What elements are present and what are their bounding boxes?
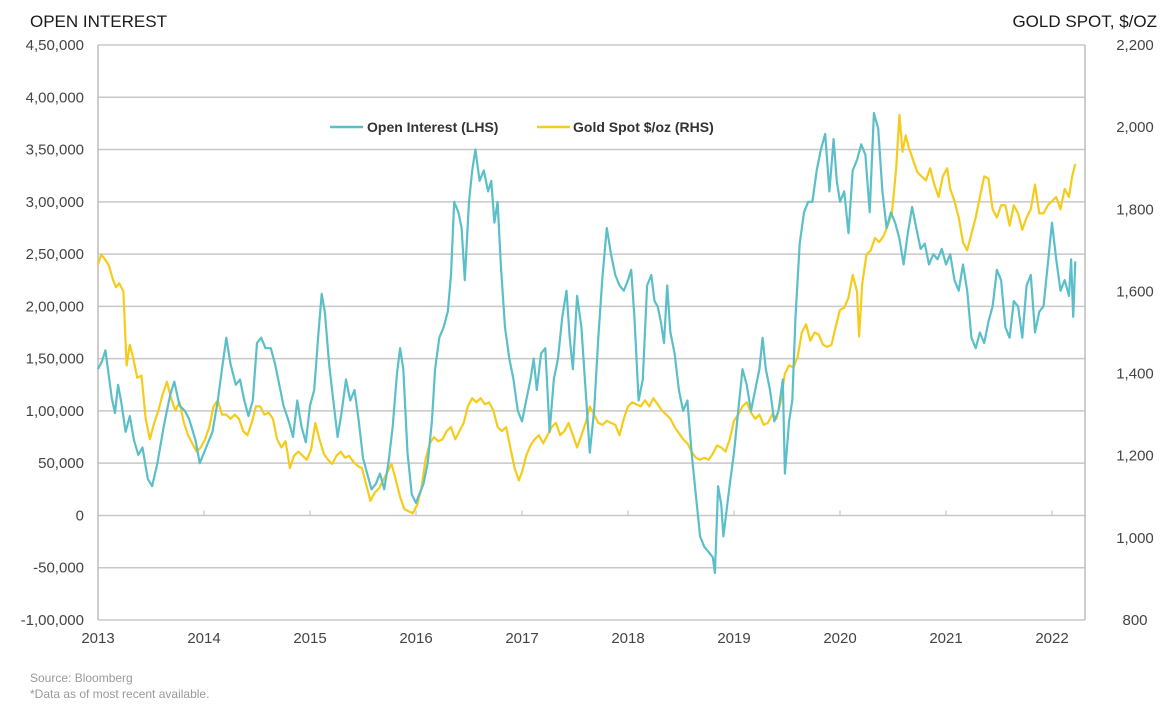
left-tick-label: -1,00,000 xyxy=(21,612,84,629)
left-tick-label: 3,00,000 xyxy=(26,194,84,211)
gridlines xyxy=(98,44,1085,621)
right-tick-label: 800 xyxy=(1122,612,1147,629)
source-note: Source: Bloomberg xyxy=(30,671,133,685)
x-tick-label: 2021 xyxy=(929,630,962,647)
left-tick-label: -50,000 xyxy=(33,560,84,577)
right-tick-label: 1,000 xyxy=(1116,530,1154,547)
left-tick-label: 4,50,000 xyxy=(26,37,84,54)
right-tick-label: 1,200 xyxy=(1116,448,1154,465)
right-axis-ticks: 2,200 2,000 1,800 1,600 1,400 1,200 1,000 800 xyxy=(1116,37,1154,629)
axes xyxy=(97,45,1086,620)
right-tick-label: 1,400 xyxy=(1116,366,1154,383)
x-tick-label: 2022 xyxy=(1035,630,1068,647)
left-tick-label: 4,00,000 xyxy=(26,89,84,106)
left-tick-label: 0 xyxy=(76,507,84,524)
left-axis-title: OPEN INTEREST xyxy=(30,12,167,31)
right-tick-label: 1,800 xyxy=(1116,201,1154,218)
left-tick-label: 50,000 xyxy=(38,455,84,472)
x-tick-label: 2015 xyxy=(293,630,326,647)
legend: Open Interest (LHS) Gold Spot $/oz (RHS) xyxy=(330,119,714,135)
x-tick-label: 2020 xyxy=(823,630,856,647)
left-tick-label: 3,50,000 xyxy=(26,142,84,159)
data-note: *Data as of most recent available. xyxy=(30,687,210,701)
left-tick-label: 2,00,000 xyxy=(26,298,84,315)
x-tick-label: 2013 xyxy=(81,630,114,647)
right-tick-label: 2,200 xyxy=(1116,37,1154,54)
series-lines xyxy=(96,111,1077,575)
right-tick-label: 2,000 xyxy=(1116,119,1154,136)
left-tick-label: 2,50,000 xyxy=(26,246,84,263)
legend-label-gold-spot: Gold Spot $/oz (RHS) xyxy=(573,119,714,135)
right-tick-label: 1,600 xyxy=(1116,283,1154,300)
x-tick-label: 2018 xyxy=(611,630,644,647)
series-line-gold-spot xyxy=(96,113,1077,515)
left-tick-label: 1,00,000 xyxy=(26,403,84,420)
x-tick-label: 2014 xyxy=(187,630,220,647)
x-tick-label: 2019 xyxy=(717,630,750,647)
right-axis-title: GOLD SPOT, $/OZ xyxy=(1012,12,1157,31)
x-tick-label: 2017 xyxy=(505,630,538,647)
x-axis-ticks: 2013 2014 2015 2016 2017 2018 2019 2020 2021 2022 xyxy=(81,630,1068,647)
left-axis-ticks: 4,50,000 4,00,000 3,50,000 3,00,000 2,50,000… xyxy=(21,37,84,629)
left-tick-label: 1,50,000 xyxy=(26,351,84,368)
series-line-open-interest xyxy=(97,111,1077,575)
x-tick-label: 2016 xyxy=(399,630,432,647)
legend-label-open-interest: Open Interest (LHS) xyxy=(367,119,498,135)
